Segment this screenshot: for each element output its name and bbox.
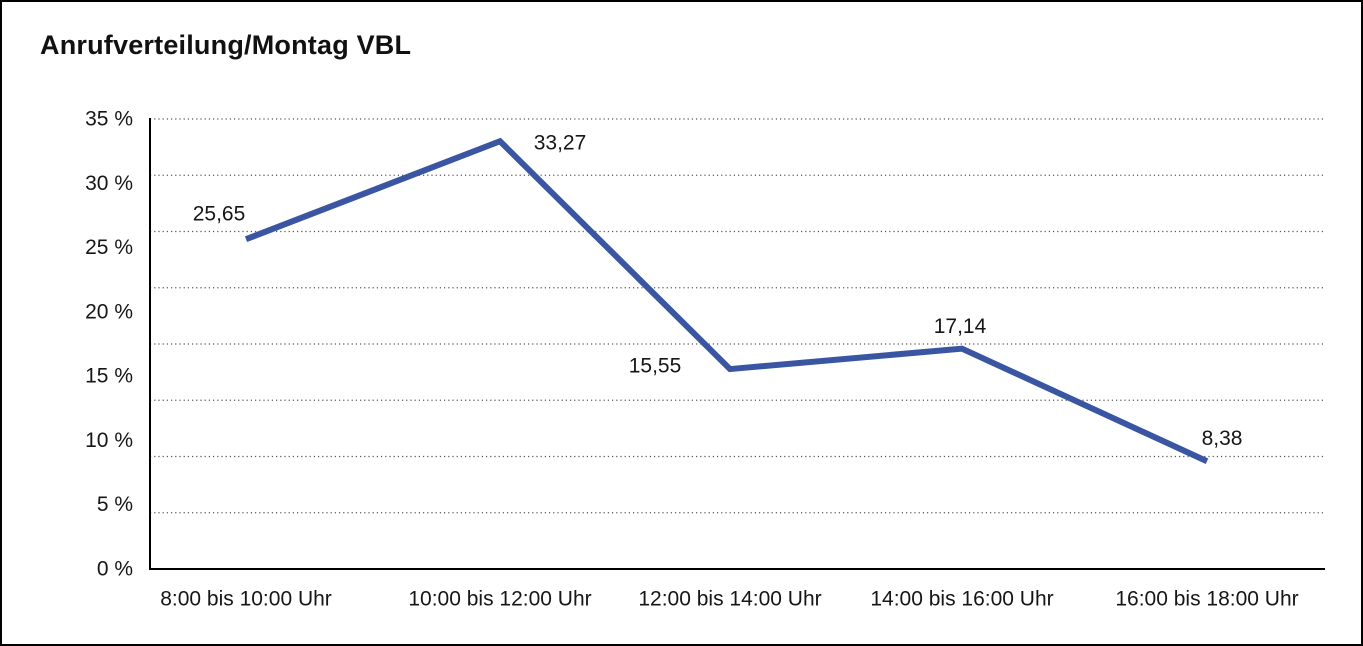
y-tick-label: 35 % (85, 108, 133, 131)
x-tick-label: 10:00 bis 12:00 Uhr (408, 588, 591, 611)
data-point-label: 33,27 (534, 132, 587, 155)
y-tick-label: 30 % (85, 172, 133, 195)
data-point-label: 25,65 (193, 203, 246, 226)
gridlines (150, 118, 1325, 514)
data-line (244, 137, 1209, 464)
y-tick-label: 20 % (85, 300, 133, 323)
data-point-label: 17,14 (934, 315, 987, 338)
data-point-label: 8,38 (1202, 427, 1243, 450)
y-tick-label: 15 % (85, 365, 133, 388)
y-tick-label: 10 % (85, 429, 133, 452)
data-point-labels: 25,65 33,27 15,55 17,14 8,38 (193, 132, 1243, 450)
x-tick-label: 14:00 bis 16:00 Uhr (870, 588, 1053, 611)
y-tick-label: 25 % (85, 236, 133, 259)
y-tick-label: 5 % (97, 493, 133, 516)
x-tick-label: 8:00 bis 10:00 Uhr (160, 588, 332, 611)
x-tick-label: 12:00 bis 14:00 Uhr (638, 588, 821, 611)
x-tick-labels: 8:00 bis 10:00 Uhr 10:00 bis 12:00 Uhr 12:… (160, 588, 1298, 611)
y-tick-label: 0 % (97, 558, 133, 581)
data-point-label: 15,55 (629, 355, 682, 378)
x-tick-label: 16:00 bis 18:00 Uhr (1115, 588, 1298, 611)
chart-title: Anrufverteilung/Montag VBL (40, 30, 412, 60)
y-tick-labels: 35 % 30 % 25 % 20 % 15 % 10 % 5 % 0 % (85, 108, 133, 581)
